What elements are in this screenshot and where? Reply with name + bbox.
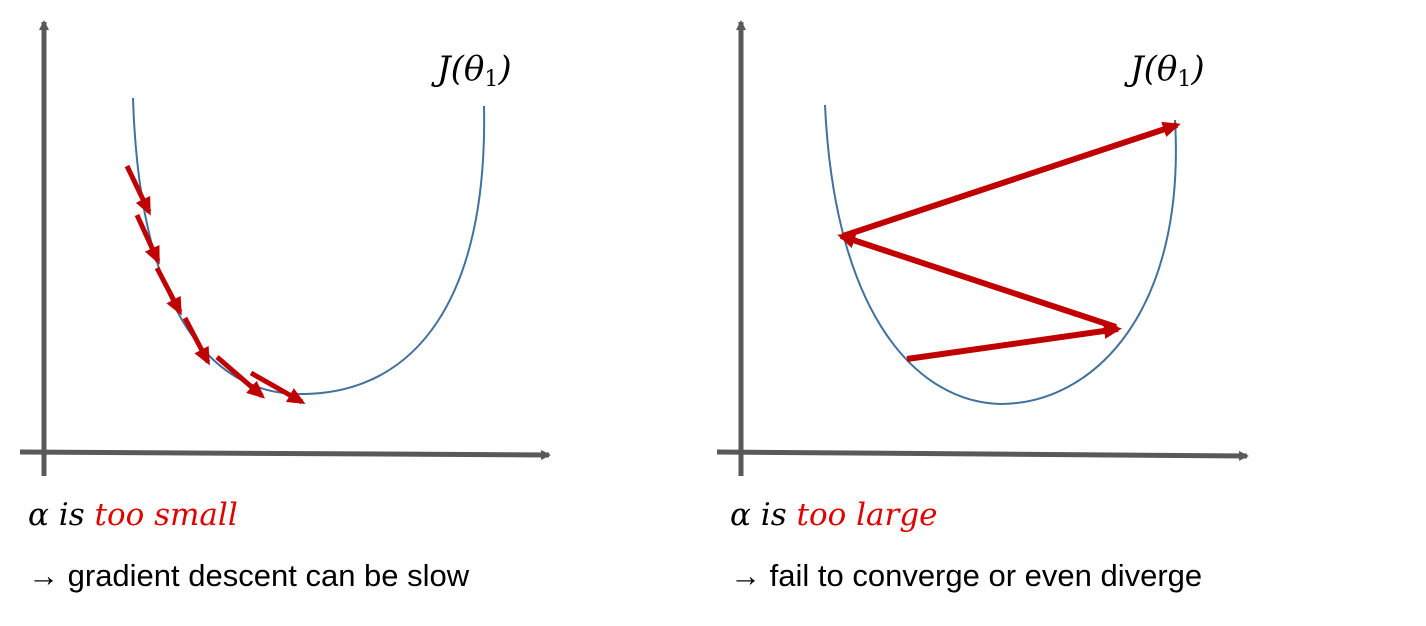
left-cost-curve xyxy=(132,97,486,396)
step-arrow xyxy=(124,164,152,216)
step-arrow xyxy=(249,370,306,405)
step-arrow xyxy=(842,121,1181,239)
right-caption: α is too large xyxy=(730,497,938,533)
right-caption-emphasis: too large xyxy=(796,497,938,533)
step-arrow xyxy=(154,266,183,316)
left-note: → gradient descent can be slow xyxy=(28,558,469,594)
left-caption-emphasis: too small xyxy=(94,497,238,533)
step-arrow xyxy=(134,213,161,265)
right-note: → fail to converge or even diverge xyxy=(730,558,1202,594)
right-large-steps xyxy=(837,121,1181,362)
right-caption-symbol: α is xyxy=(730,497,787,533)
step-arrow xyxy=(837,232,1117,330)
step-arrow xyxy=(215,355,266,399)
right-arrow-icon: → xyxy=(28,558,59,593)
right-function-label: J(θ1) xyxy=(1124,49,1205,92)
right-panel: J(θ1) xyxy=(716,20,1249,476)
step-arrow xyxy=(182,316,211,366)
step-arrow xyxy=(906,323,1122,362)
left-caption: α is too small xyxy=(28,497,238,533)
left-panel: J(θ1) xyxy=(19,20,551,476)
right-arrow-icon: → xyxy=(730,558,761,593)
left-x-axis xyxy=(19,449,551,460)
right-cost-curve xyxy=(824,104,1177,406)
left-small-steps xyxy=(124,164,306,405)
left-caption-symbol: α is xyxy=(28,497,85,533)
left-function-label: J(θ1) xyxy=(431,49,512,92)
right-note-text: fail to converge or even diverge xyxy=(769,558,1203,593)
left-note-text: gradient descent can be slow xyxy=(67,558,470,593)
right-x-axis xyxy=(716,449,1249,461)
